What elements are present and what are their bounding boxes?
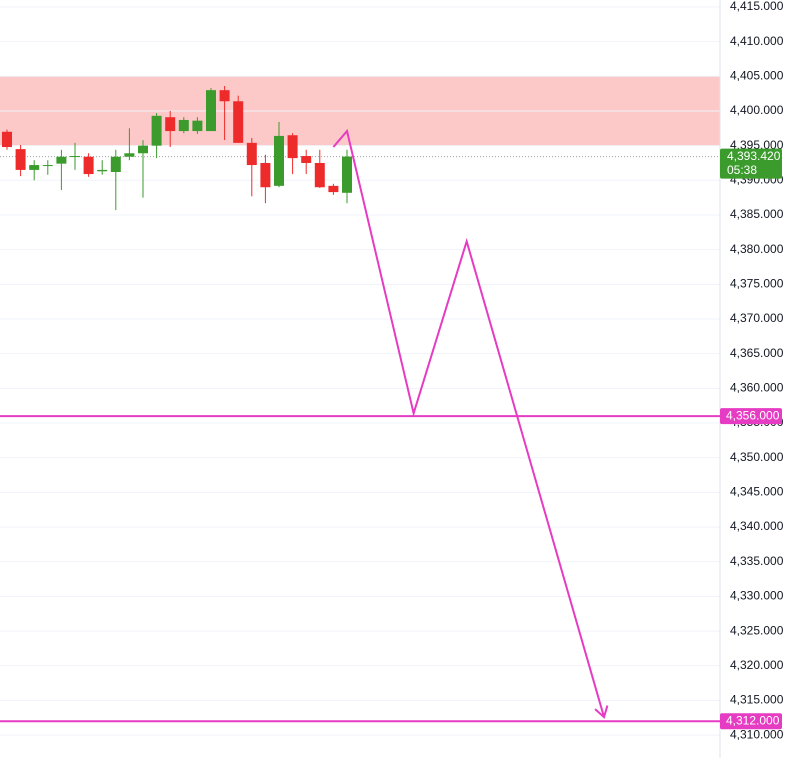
- candle-body: [342, 156, 352, 193]
- y-tick-label: 4,375.000: [730, 277, 784, 291]
- candle-body: [70, 156, 80, 158]
- y-tick-label: 4,400.000: [730, 103, 784, 117]
- candle-body: [274, 135, 284, 186]
- countdown-label: 05:38: [727, 163, 757, 177]
- y-tick-label: 4,405.000: [730, 68, 784, 82]
- y-tick-label: 4,410.000: [730, 34, 784, 48]
- level-label: 4,312.000: [726, 713, 780, 727]
- candle-body: [192, 120, 203, 132]
- y-tick-label: 4,345.000: [730, 485, 784, 499]
- candle-body: [287, 135, 298, 159]
- y-tick-label: 4,350.000: [730, 450, 784, 464]
- level-label-box: [720, 713, 782, 730]
- candle-body: [15, 149, 26, 170]
- y-tick-label: 4,330.000: [730, 589, 784, 603]
- candle-body: [110, 156, 121, 172]
- candle-body: [314, 162, 325, 188]
- y-tick-label: 4,380.000: [730, 242, 784, 256]
- y-tick-label: 4,395.000: [730, 138, 784, 152]
- candle-body: [206, 90, 216, 132]
- candle-body: [97, 169, 108, 172]
- candle-body: [29, 165, 40, 170]
- candle-body: [165, 117, 176, 132]
- y-tick-label: 4,315.000: [730, 693, 784, 707]
- candle-body: [328, 185, 339, 193]
- level-label: 4,356.000: [726, 408, 780, 422]
- y-tick-label: 4,385.000: [730, 207, 784, 221]
- candle-body: [260, 162, 271, 188]
- y-tick-label: 4,360.000: [730, 381, 784, 395]
- candle-body: [42, 165, 53, 167]
- arrow-head: [594, 705, 609, 719]
- y-tick-label: 4,415.000: [730, 0, 784, 13]
- y-tick-label: 4,320.000: [730, 658, 784, 672]
- y-tick-label: 4,365.000: [730, 346, 784, 360]
- price-label: 4,393.420: [727, 149, 781, 163]
- candle-body: [83, 156, 94, 175]
- level-label-box: [720, 408, 782, 425]
- projection-path: [332, 128, 606, 718]
- price-label-box: [720, 148, 782, 179]
- candle-body: [301, 156, 312, 163]
- candle-body: [219, 90, 230, 102]
- candle-body: [233, 101, 244, 143]
- candle-body: [2, 131, 12, 148]
- candle-body: [138, 145, 148, 154]
- y-tick-label: 4,310.000: [730, 727, 784, 741]
- y-tick-label: 4,370.000: [730, 311, 784, 325]
- candle-body: [246, 142, 257, 166]
- candle-body: [56, 156, 67, 164]
- y-tick-label: 4,340.000: [730, 519, 784, 533]
- candle-body: [178, 119, 189, 132]
- y-tick-label: 4,335.000: [730, 554, 784, 568]
- y-tick-label: 4,325.000: [730, 623, 784, 637]
- candle-body: [124, 153, 135, 157]
- candle-body: [151, 115, 162, 146]
